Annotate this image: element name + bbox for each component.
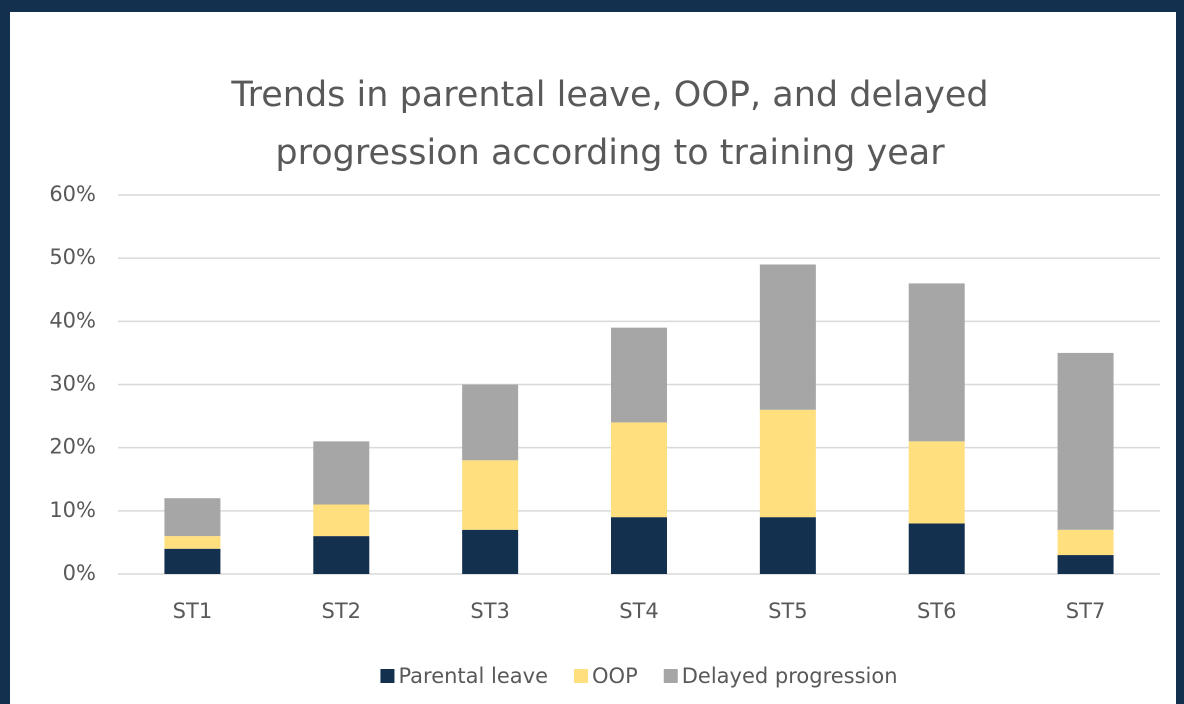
legend-label: OOP xyxy=(592,664,638,688)
y-tick-label: 0% xyxy=(63,561,96,585)
bar-segment xyxy=(611,422,667,518)
x-tick-label: ST2 xyxy=(322,599,362,623)
x-tick-label: ST3 xyxy=(470,599,510,623)
bar-segment xyxy=(611,517,667,574)
legend-label: Delayed progression xyxy=(682,664,898,688)
y-tick-label: 40% xyxy=(49,308,96,332)
bar-segment xyxy=(611,327,667,423)
chart-panel xyxy=(10,12,1176,704)
y-tick-label: 30% xyxy=(49,372,96,396)
bar-segment xyxy=(462,460,519,530)
bar-segment xyxy=(908,283,965,442)
x-tick-label: ST7 xyxy=(1066,599,1106,623)
bar-segment xyxy=(1057,352,1114,530)
bar-segment xyxy=(759,409,816,518)
bar-segment xyxy=(164,536,221,549)
legend-swatch xyxy=(380,669,395,683)
legend-swatch xyxy=(663,669,678,683)
bar-segment xyxy=(164,498,221,537)
bar-segment xyxy=(1057,529,1114,556)
x-tick-label: ST5 xyxy=(768,599,808,623)
bar-segment xyxy=(313,504,370,537)
y-tick-label: 10% xyxy=(49,498,96,522)
bar-segment xyxy=(462,529,519,574)
bar-segment xyxy=(313,441,370,505)
legend-label: Parental leave xyxy=(398,664,548,688)
bar-segment xyxy=(759,517,816,574)
bar-segment xyxy=(1057,555,1114,574)
y-tick-label: 20% xyxy=(49,435,96,459)
bar-segment xyxy=(313,536,370,574)
bar-segment xyxy=(908,441,965,524)
y-tick-label: 60% xyxy=(49,182,96,206)
y-tick-label: 50% xyxy=(49,245,96,269)
bar-segment xyxy=(164,548,221,574)
x-tick-label: ST1 xyxy=(173,599,213,623)
x-tick-label: ST4 xyxy=(619,599,659,623)
bar-segment xyxy=(908,523,965,574)
legend-swatch xyxy=(574,669,589,683)
bar-segment xyxy=(759,264,816,410)
x-tick-label: ST6 xyxy=(917,599,957,623)
bar-segment xyxy=(462,384,519,461)
chart-title: Trends in parental leave, OOP, and delay… xyxy=(231,75,989,173)
